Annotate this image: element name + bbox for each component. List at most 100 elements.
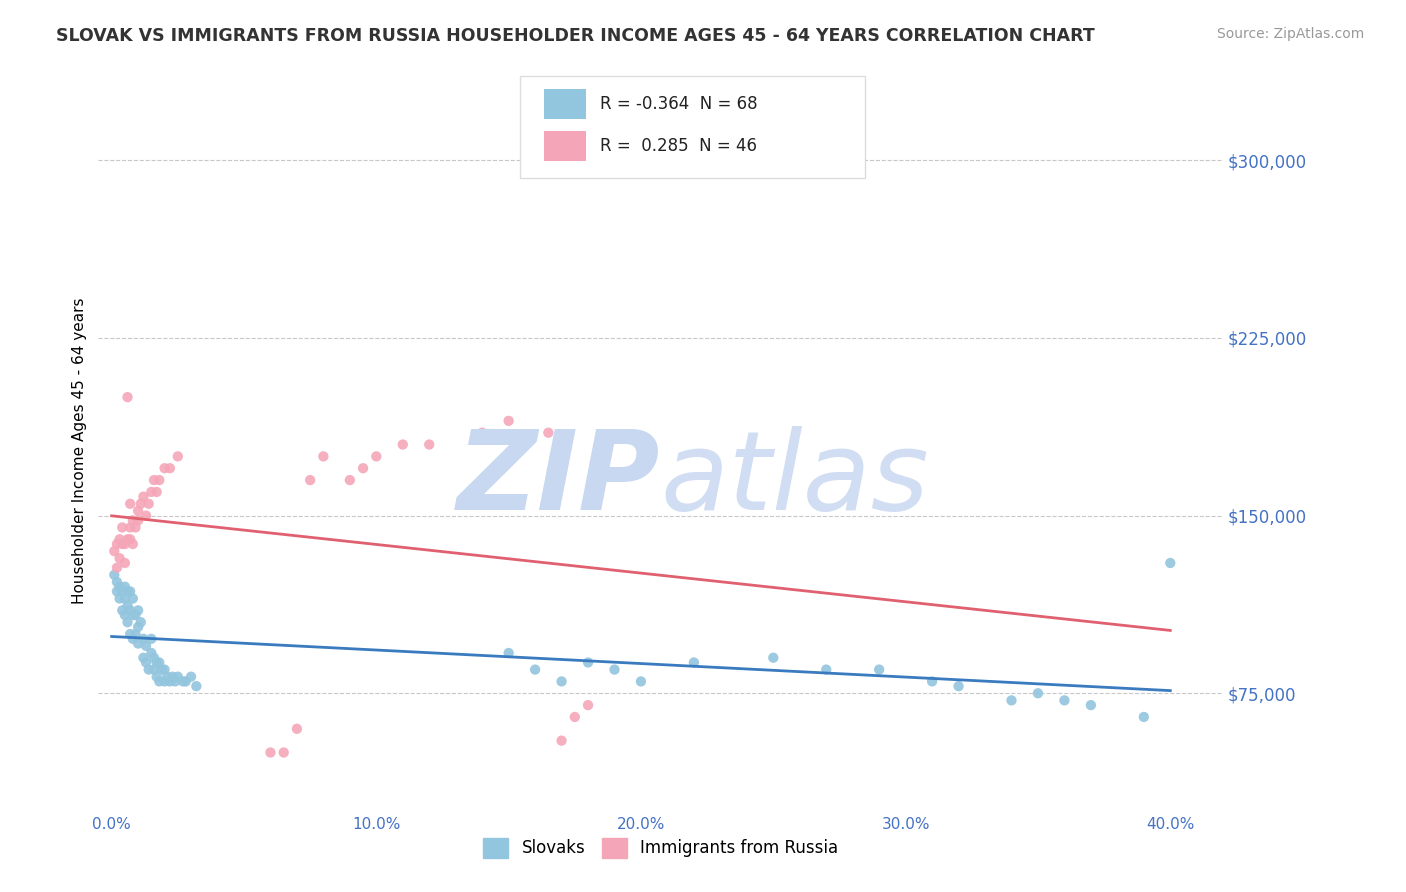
Point xyxy=(550,733,572,747)
Point xyxy=(105,560,128,574)
Point xyxy=(127,636,149,650)
Point xyxy=(159,674,181,689)
Point xyxy=(143,650,166,665)
Point xyxy=(121,591,143,606)
Point xyxy=(273,746,295,760)
Point xyxy=(121,537,143,551)
Point xyxy=(174,674,197,689)
Point xyxy=(148,656,170,670)
Point xyxy=(117,533,139,547)
Point xyxy=(114,580,136,594)
Point xyxy=(1000,693,1022,707)
Point xyxy=(948,679,970,693)
Text: atlas: atlas xyxy=(661,425,929,533)
Point xyxy=(145,656,167,670)
Point xyxy=(143,473,166,487)
Point xyxy=(127,513,149,527)
Point xyxy=(127,603,149,617)
Point xyxy=(1159,556,1181,570)
Point xyxy=(180,670,202,684)
Point xyxy=(105,584,128,599)
Point xyxy=(868,663,890,677)
Text: Source: ZipAtlas.com: Source: ZipAtlas.com xyxy=(1216,27,1364,41)
Point xyxy=(120,533,142,547)
Point xyxy=(1053,693,1076,707)
Text: R =  0.285  N = 46: R = 0.285 N = 46 xyxy=(600,136,758,155)
Point xyxy=(1026,686,1049,700)
Point xyxy=(108,551,131,566)
Point xyxy=(135,656,157,670)
Point xyxy=(105,574,128,589)
Point xyxy=(603,663,626,677)
Point xyxy=(537,425,560,440)
Point xyxy=(120,584,142,599)
Point xyxy=(285,722,308,736)
Point xyxy=(124,520,146,534)
Point xyxy=(114,608,136,623)
Point xyxy=(138,663,160,677)
Point xyxy=(1080,698,1102,712)
Point xyxy=(524,663,547,677)
Point xyxy=(108,591,131,606)
Point xyxy=(127,504,149,518)
Point xyxy=(124,627,146,641)
Point xyxy=(564,710,586,724)
Point xyxy=(166,450,188,464)
Point xyxy=(117,390,139,404)
Point xyxy=(121,513,143,527)
Point xyxy=(186,679,208,693)
Point xyxy=(1133,710,1156,724)
Point xyxy=(815,663,838,677)
Point xyxy=(114,556,136,570)
Point xyxy=(141,632,163,646)
Legend: Slovaks, Immigrants from Russia: Slovaks, Immigrants from Russia xyxy=(477,831,845,865)
Point xyxy=(921,674,943,689)
Point xyxy=(471,425,494,440)
Point xyxy=(124,608,146,623)
Point xyxy=(153,461,176,475)
Text: SLOVAK VS IMMIGRANTS FROM RUSSIA HOUSEHOLDER INCOME AGES 45 - 64 YEARS CORRELATI: SLOVAK VS IMMIGRANTS FROM RUSSIA HOUSEHO… xyxy=(56,27,1095,45)
Point xyxy=(129,615,152,630)
Text: ZIP: ZIP xyxy=(457,425,661,533)
Point xyxy=(120,497,142,511)
Point xyxy=(166,670,188,684)
Point xyxy=(120,520,142,534)
Point xyxy=(153,663,176,677)
Point xyxy=(550,674,572,689)
Point xyxy=(145,484,167,499)
Point xyxy=(135,508,157,523)
Point xyxy=(111,520,134,534)
Point xyxy=(498,646,520,660)
Point xyxy=(120,603,142,617)
Point xyxy=(127,620,149,634)
Point xyxy=(150,663,173,677)
Point xyxy=(391,437,413,451)
Point xyxy=(339,473,361,487)
Point xyxy=(153,674,176,689)
Point xyxy=(156,670,179,684)
Point xyxy=(352,461,374,475)
Text: R = -0.364  N = 68: R = -0.364 N = 68 xyxy=(600,95,758,113)
Point xyxy=(165,674,187,689)
Point xyxy=(132,632,155,646)
Point xyxy=(576,698,599,712)
Point xyxy=(498,414,520,428)
Point xyxy=(103,567,125,582)
Point xyxy=(114,537,136,551)
Point xyxy=(117,615,139,630)
Point xyxy=(299,473,322,487)
Point xyxy=(259,746,281,760)
Point xyxy=(145,670,167,684)
Point xyxy=(683,656,706,670)
Point xyxy=(141,646,163,660)
Point xyxy=(108,580,131,594)
Point xyxy=(111,603,134,617)
Point xyxy=(108,533,131,547)
Point xyxy=(148,473,170,487)
Point xyxy=(162,670,184,684)
Point xyxy=(105,537,128,551)
Point xyxy=(138,497,160,511)
Point xyxy=(121,608,143,623)
Point xyxy=(576,656,599,670)
Point xyxy=(114,591,136,606)
